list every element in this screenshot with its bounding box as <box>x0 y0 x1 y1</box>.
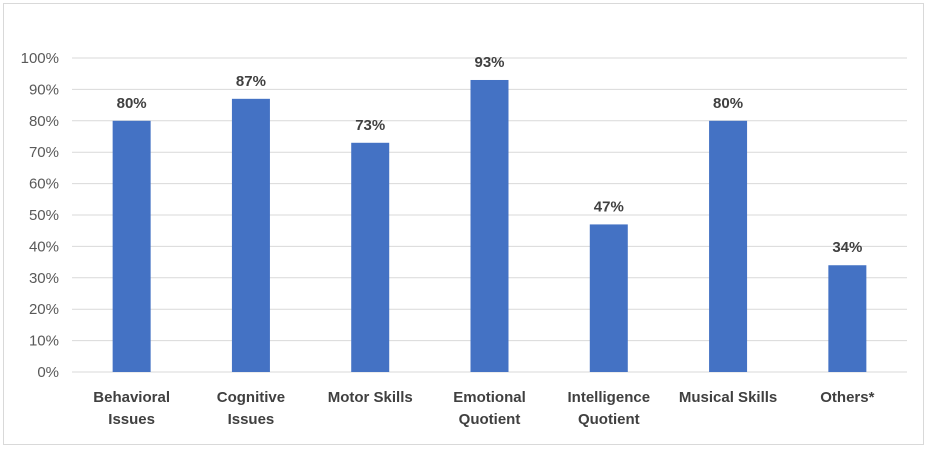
x-category-label: Others* <box>820 389 874 406</box>
y-tick-label: 20% <box>29 301 59 318</box>
bar <box>589 224 628 372</box>
x-category-label: Cognitive Issues <box>217 389 285 428</box>
x-category-label-line: Emotional <box>453 389 526 406</box>
y-tick-label: 40% <box>29 238 59 255</box>
bar <box>470 79 509 372</box>
data-label: 73% <box>355 117 385 134</box>
data-label: 87% <box>236 73 266 90</box>
y-tick-label: 0% <box>37 364 59 381</box>
data-label: 80% <box>117 95 147 112</box>
x-category-label-line: Others* <box>820 389 874 406</box>
x-category-label: Musical Skills <box>679 389 777 406</box>
data-label: 34% <box>832 239 862 256</box>
x-category-label-line: Quotient <box>578 411 640 428</box>
x-category-label: Emotional Quotient <box>453 389 526 428</box>
bar <box>709 120 748 372</box>
x-category-label-line: Quotient <box>459 411 521 428</box>
y-tick-label: 50% <box>29 207 59 224</box>
x-category-label-line: Motor Skills <box>328 389 413 406</box>
y-tick-label: 100% <box>21 50 59 67</box>
bar <box>112 120 151 372</box>
x-category-label-line: Issues <box>228 411 275 428</box>
x-category-label-line: Intelligence <box>568 389 651 406</box>
x-category-label-line: Behavioral <box>93 389 170 406</box>
bar <box>828 265 867 372</box>
chart-frame <box>3 3 924 445</box>
y-tick-label: 10% <box>29 333 59 350</box>
y-tick-label: 30% <box>29 270 59 287</box>
y-tick-label: 60% <box>29 176 59 193</box>
y-tick-label: 70% <box>29 144 59 161</box>
x-category-label: Behavioral Issues <box>93 389 170 428</box>
data-label: 47% <box>594 198 624 215</box>
y-tick-label: 80% <box>29 113 59 130</box>
x-category-label-line: Cognitive <box>217 389 285 406</box>
x-category-label: Motor Skills <box>328 389 413 406</box>
x-category-label-line: Musical Skills <box>679 389 777 406</box>
data-label: 93% <box>474 54 504 71</box>
bar <box>231 98 270 372</box>
x-category-label: Intelligence Quotient <box>568 389 651 428</box>
y-tick-label: 90% <box>29 81 59 98</box>
x-category-label-line: Issues <box>108 411 155 428</box>
data-label: 80% <box>713 95 743 112</box>
bar <box>351 142 390 372</box>
